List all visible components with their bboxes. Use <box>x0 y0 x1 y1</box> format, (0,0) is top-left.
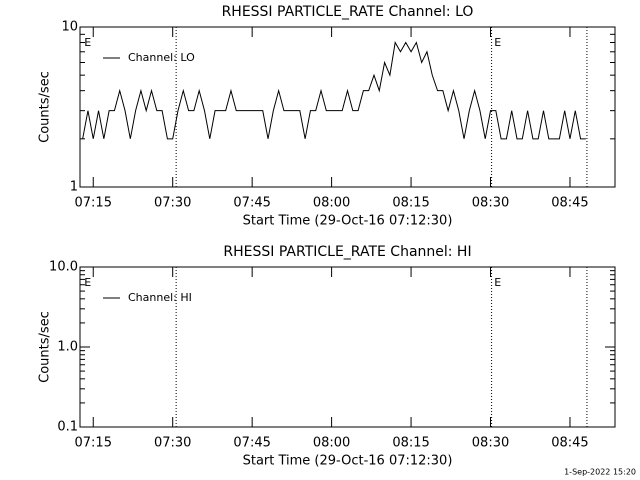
y-tick-label: 0.1 <box>57 420 78 435</box>
x-tick-label: 08:30 <box>472 436 509 451</box>
annotation: E <box>494 276 501 289</box>
annotation: E <box>494 36 501 49</box>
footer: 1-Sep-2022 15:20 <box>564 468 636 477</box>
x-tick-label: 07:30 <box>154 436 191 451</box>
x-axis-label: Start Time (29-Oct-16 07:12:30) <box>243 214 453 229</box>
y-tick-label: 10 <box>61 20 78 35</box>
x-tick-label: 08:00 <box>313 196 350 211</box>
x-tick-label: 08:00 <box>313 436 350 451</box>
y-axis-label: Counts/sec <box>38 71 53 143</box>
annotation: E <box>84 36 91 49</box>
plot-frame <box>79 26 616 188</box>
y-tick-label: 1.0 <box>57 340 78 355</box>
x-tick-label: 08:30 <box>472 196 509 211</box>
legend-label: Channel: HI <box>128 291 192 304</box>
y-axis-label: Counts/sec <box>38 311 53 383</box>
x-tick-label: 07:15 <box>75 196 112 211</box>
y-tick-label: 1 <box>70 180 78 195</box>
legend-label: Channel: LO <box>128 51 195 64</box>
x-tick-label: 08:15 <box>392 436 429 451</box>
x-tick-label: 07:15 <box>75 436 112 451</box>
x-tick-label: 07:30 <box>154 196 191 211</box>
annotation: E <box>84 276 91 289</box>
x-tick-label: 08:45 <box>551 196 588 211</box>
data-line <box>82 41 586 140</box>
x-tick-label: 08:15 <box>392 196 429 211</box>
y-tick-label: 10.0 <box>49 260 78 275</box>
chart-title: RHESSI PARTICLE_RATE Channel: LO <box>222 4 474 20</box>
x-tick-label: 07:45 <box>233 436 270 451</box>
x-tick-label: 07:45 <box>233 196 270 211</box>
chart-title: RHESSI PARTICLE_RATE Channel: HI <box>223 244 471 260</box>
x-axis-label: Start Time (29-Oct-16 07:12:30) <box>243 454 453 469</box>
x-tick-label: 08:45 <box>551 436 588 451</box>
